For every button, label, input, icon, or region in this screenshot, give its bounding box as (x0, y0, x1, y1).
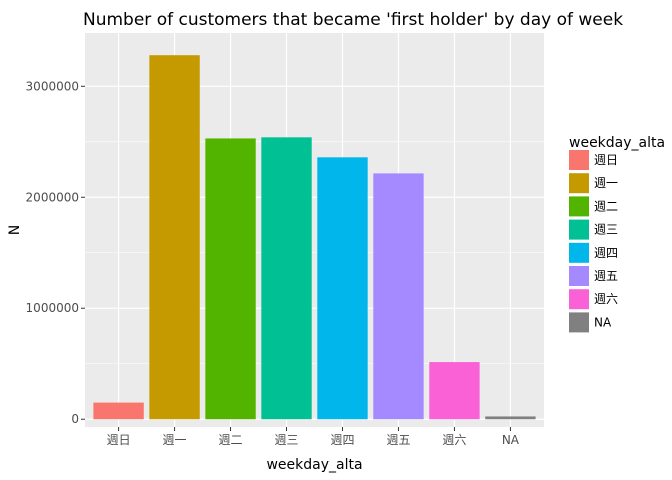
legend-key (569, 266, 589, 286)
legend-key (569, 150, 589, 170)
y-tick-label: 1000000 (26, 301, 79, 315)
legend-key (569, 312, 589, 333)
x-tick-label: NA (502, 433, 520, 447)
x-axis-ticks: 週日 週一 週二 週三 週四 週五 週六 NA (107, 427, 520, 447)
x-tick-label: 週三 (275, 433, 299, 447)
bar-2 (149, 55, 200, 420)
legend-label: 週二 (594, 199, 618, 213)
legend-label: 週一 (594, 176, 618, 190)
x-tick-label: 週日 (107, 433, 131, 447)
bar-1 (93, 402, 144, 420)
y-tick-label: 3000000 (26, 79, 79, 93)
legend-key (569, 173, 589, 194)
x-tick-label: 週四 (330, 433, 354, 447)
legend-label: 週六 (594, 292, 618, 306)
legend-label: 週日 (594, 153, 618, 167)
x-tick-label: 週二 (219, 433, 243, 447)
x-tick-label: 週六 (442, 433, 466, 447)
legend-label: 週四 (594, 246, 618, 260)
legend-label: NA (594, 315, 612, 329)
bar-5 (317, 157, 368, 420)
legend-key (569, 219, 589, 240)
bar-6 (373, 173, 424, 420)
y-axis-ticks: 0 1000000 2000000 3000000 (26, 79, 85, 426)
legend-key (569, 289, 589, 310)
x-axis-title: weekday_alta (266, 457, 362, 473)
chart-title: Number of customers that became 'first h… (83, 10, 623, 30)
legend-label: 週三 (594, 223, 618, 237)
bar-4 (261, 137, 312, 420)
bars (93, 55, 536, 420)
y-tick-label: 0 (71, 412, 79, 426)
bar-8 (485, 416, 536, 420)
bar-3 (205, 138, 256, 420)
legend-title: weekday_alta (569, 135, 665, 151)
bar-7 (429, 362, 480, 420)
x-tick-label: 週一 (163, 433, 187, 447)
legend-key (569, 196, 589, 217)
y-tick-label: 2000000 (26, 190, 79, 204)
y-axis-title: N (7, 225, 23, 235)
x-tick-label: 週五 (386, 433, 410, 447)
legend-label: 週五 (594, 269, 618, 283)
legend-key (569, 242, 589, 263)
